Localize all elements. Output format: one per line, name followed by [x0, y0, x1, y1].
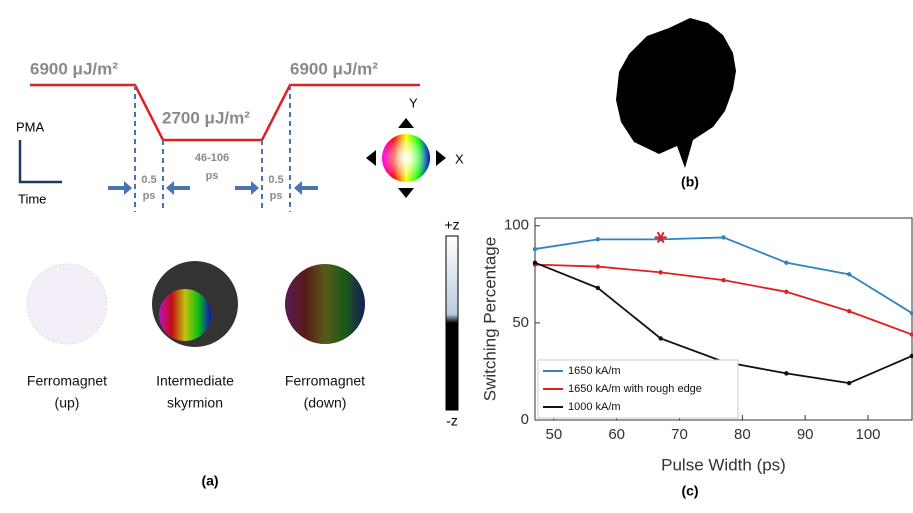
point: [721, 278, 725, 282]
x-tick-label: 90: [797, 426, 814, 443]
state-down-tint: [285, 264, 365, 344]
point: [784, 290, 788, 294]
state-label: skyrmion: [167, 395, 223, 411]
point: [721, 235, 725, 239]
duration: 46-106: [195, 152, 229, 164]
y-axis-label: Switching Percentage: [480, 237, 499, 401]
shape-b: [616, 18, 736, 168]
point: [784, 371, 788, 375]
duration: ps: [270, 190, 283, 202]
x-tick-label: 100: [856, 426, 881, 443]
legend-label: 1650 kA/m with rough edge: [568, 383, 702, 395]
legend-label: 1000 kA/m: [568, 401, 621, 413]
point: [658, 336, 662, 340]
panel-label: (b): [681, 174, 699, 190]
pulse-diagram: 6900 μJ/m² 2700 μJ/m² 6900 μJ/m² PMA Tim…: [16, 59, 464, 488]
level-label: 6900 μJ/m²: [30, 59, 118, 78]
state-up: [27, 264, 107, 344]
panel-label: (c): [681, 483, 698, 499]
axes-arrow: [20, 140, 62, 182]
level-label: 6900 μJ/m²: [290, 59, 378, 78]
duration: ps: [206, 170, 219, 182]
colorbar-label: +z: [444, 217, 459, 233]
colorbar: [446, 236, 458, 410]
color-wheel-center: [382, 134, 430, 182]
state-label: Ferromagnet: [285, 373, 365, 389]
line-chart: 0 50 100 50 60 70 80 90 100 Pulse Width (ps) Switc…: [480, 217, 913, 499]
compass-label: Y: [409, 95, 418, 110]
axis-label: PMA: [16, 119, 45, 134]
duration: 0.5: [141, 174, 156, 186]
point: [533, 260, 537, 264]
legend-label: 1650 kA/m: [568, 365, 621, 377]
skyrmion-core: [159, 289, 211, 341]
colorbar-label: -z: [446, 413, 458, 429]
point: [847, 381, 851, 385]
state-label: (up): [55, 395, 80, 411]
point: [596, 264, 600, 268]
x-tick-label: 50: [546, 426, 563, 443]
y-tick-label: 100: [504, 217, 529, 234]
point: [596, 237, 600, 241]
x-tick-label: 70: [671, 426, 688, 443]
point: [784, 260, 788, 264]
point: [596, 286, 600, 290]
state-label: Intermediate: [156, 373, 234, 389]
x-axis-label: Pulse Width (ps): [661, 455, 786, 474]
dashes: [135, 85, 290, 212]
compass-label: X: [455, 151, 464, 166]
figure: 6900 μJ/m² 2700 μJ/m² 6900 μJ/m² PMA Tim…: [0, 0, 913, 508]
state-label: (down): [304, 395, 347, 411]
state-label: Ferromagnet: [27, 373, 107, 389]
y-tick-label: 0: [521, 411, 529, 428]
x-tick-label: 80: [734, 426, 751, 443]
point: [847, 272, 851, 276]
duration: ps: [143, 190, 156, 202]
y-tick-label: 50: [512, 314, 529, 331]
point: [658, 270, 662, 274]
arrows: [108, 181, 318, 195]
axis-label: Time: [18, 191, 46, 206]
duration: 0.5: [268, 174, 283, 186]
level-label: 2700 μJ/m²: [162, 108, 250, 127]
point: [847, 309, 851, 313]
x-tick-label: 60: [608, 426, 625, 443]
point: [533, 247, 537, 251]
panel-label: (a): [201, 473, 218, 489]
